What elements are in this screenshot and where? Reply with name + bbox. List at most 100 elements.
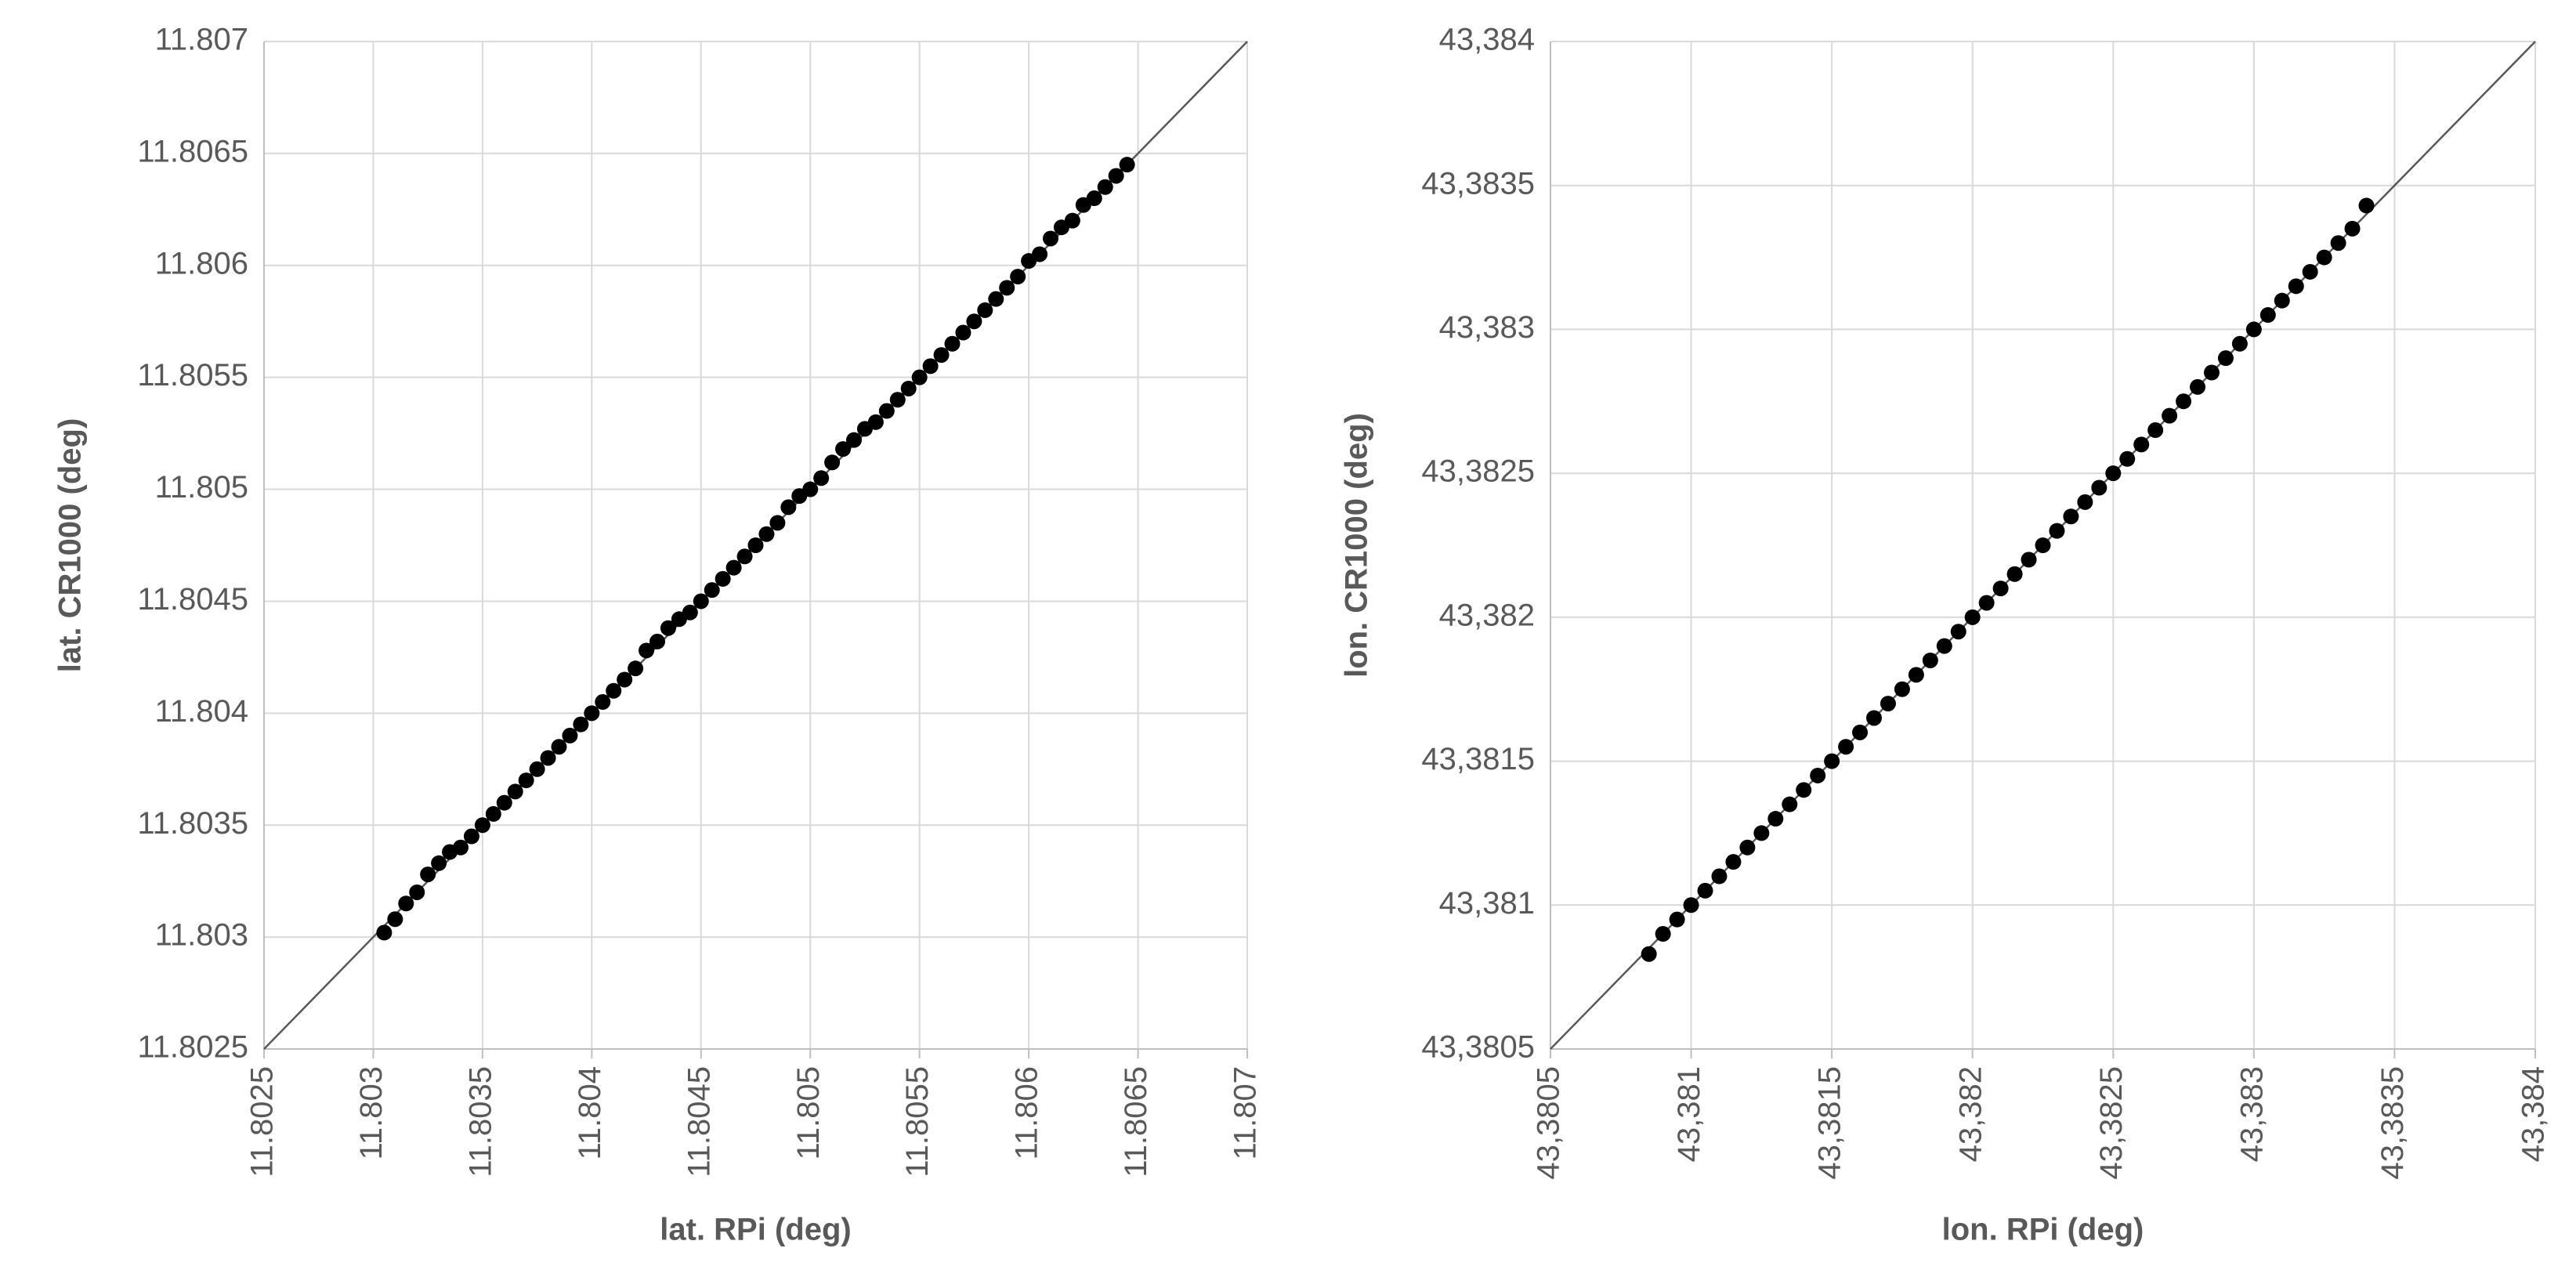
point <box>1697 882 1713 899</box>
point <box>1978 595 1995 611</box>
point <box>846 432 862 448</box>
point <box>2316 249 2332 266</box>
point <box>911 369 928 385</box>
y-tick-label: 11.805 <box>155 470 248 505</box>
point <box>485 805 501 822</box>
y-tick-label: 11.8025 <box>137 1030 248 1065</box>
point <box>2190 378 2206 395</box>
y-tick-label: 43,381 <box>1439 886 1535 921</box>
point <box>1852 724 1869 740</box>
point <box>2176 393 2192 410</box>
point <box>1880 696 1896 712</box>
point <box>1796 782 1812 798</box>
point <box>1669 911 1685 928</box>
point <box>693 593 709 610</box>
point <box>1641 946 1657 962</box>
point <box>966 313 982 330</box>
point <box>2358 197 2375 214</box>
point <box>584 705 600 722</box>
point <box>660 620 676 636</box>
point <box>824 454 841 471</box>
x-tick-label: 11.803 <box>354 1066 389 1159</box>
point <box>2259 307 2276 324</box>
point <box>835 441 852 458</box>
point <box>1032 246 1048 262</box>
point <box>867 414 884 430</box>
y-tick-label: 11.804 <box>155 694 248 729</box>
point <box>900 380 917 396</box>
point <box>2217 350 2234 367</box>
y-tick-label: 43,3815 <box>1421 742 1535 776</box>
point <box>1894 681 1910 697</box>
y-tick-label: 11.8065 <box>137 134 248 168</box>
point <box>2162 407 2178 424</box>
y-axis-title: lat. CR1000 (deg) <box>53 418 88 673</box>
point <box>682 604 698 620</box>
point <box>562 727 578 743</box>
x-axis-title: lon. RPi (deg) <box>1942 1213 2144 1247</box>
y-tick-label: 11.807 <box>155 23 248 57</box>
point <box>518 772 534 789</box>
point <box>453 839 469 856</box>
point <box>617 671 633 688</box>
x-tick-label: 11.804 <box>573 1066 607 1159</box>
point <box>463 828 479 845</box>
point <box>2231 335 2248 352</box>
x-tick-label: 11.8045 <box>682 1066 716 1178</box>
point <box>2091 479 2107 496</box>
x-tick-label: 11.8055 <box>900 1066 935 1178</box>
point <box>420 866 436 883</box>
point <box>649 633 665 649</box>
x-tick-label: 43,3835 <box>2375 1066 2410 1180</box>
point <box>1655 926 1671 942</box>
x-tick-label: 11.805 <box>791 1066 826 1159</box>
point <box>2063 508 2079 525</box>
point <box>2147 422 2164 439</box>
point <box>2119 450 2136 467</box>
point <box>725 559 742 576</box>
y-tick-label: 11.806 <box>155 246 248 280</box>
point <box>933 347 950 364</box>
point <box>1866 710 1883 726</box>
point <box>736 548 753 565</box>
y-tick-label: 43,382 <box>1439 598 1535 632</box>
point <box>999 280 1015 296</box>
point <box>2330 235 2346 251</box>
point <box>573 716 589 733</box>
point <box>496 794 512 811</box>
point <box>529 761 545 777</box>
point <box>955 324 971 341</box>
point <box>2203 364 2220 381</box>
point <box>878 403 895 419</box>
x-tick-label: 43,384 <box>2516 1066 2551 1162</box>
x-tick-label: 11.8025 <box>245 1066 280 1178</box>
point <box>889 392 906 408</box>
point <box>780 499 797 516</box>
x-tick-label: 11.8065 <box>1119 1066 1153 1178</box>
point <box>1683 897 1699 913</box>
y-tick-label: 11.8035 <box>137 806 248 841</box>
y-tick-label: 43,3805 <box>1421 1030 1535 1065</box>
point <box>1119 157 1135 173</box>
point <box>376 924 393 941</box>
y-tick-label: 43,3825 <box>1421 454 1535 489</box>
point <box>409 884 425 900</box>
point <box>922 358 939 374</box>
point <box>2006 566 2023 582</box>
point <box>1064 212 1080 229</box>
point <box>595 694 611 711</box>
point <box>944 335 961 352</box>
point <box>1753 825 1770 841</box>
x-tick-label: 43,383 <box>2234 1066 2269 1162</box>
x-tick-label: 43,382 <box>1953 1066 1988 1162</box>
point <box>747 537 764 553</box>
point <box>1086 190 1102 207</box>
point <box>1711 868 1728 884</box>
point <box>813 470 830 487</box>
x-axis-title: lat. RPi (deg) <box>660 1213 851 1247</box>
y-tick-label: 43,384 <box>1439 23 1535 57</box>
point <box>1908 667 1924 683</box>
point <box>628 660 644 677</box>
point <box>551 739 567 755</box>
